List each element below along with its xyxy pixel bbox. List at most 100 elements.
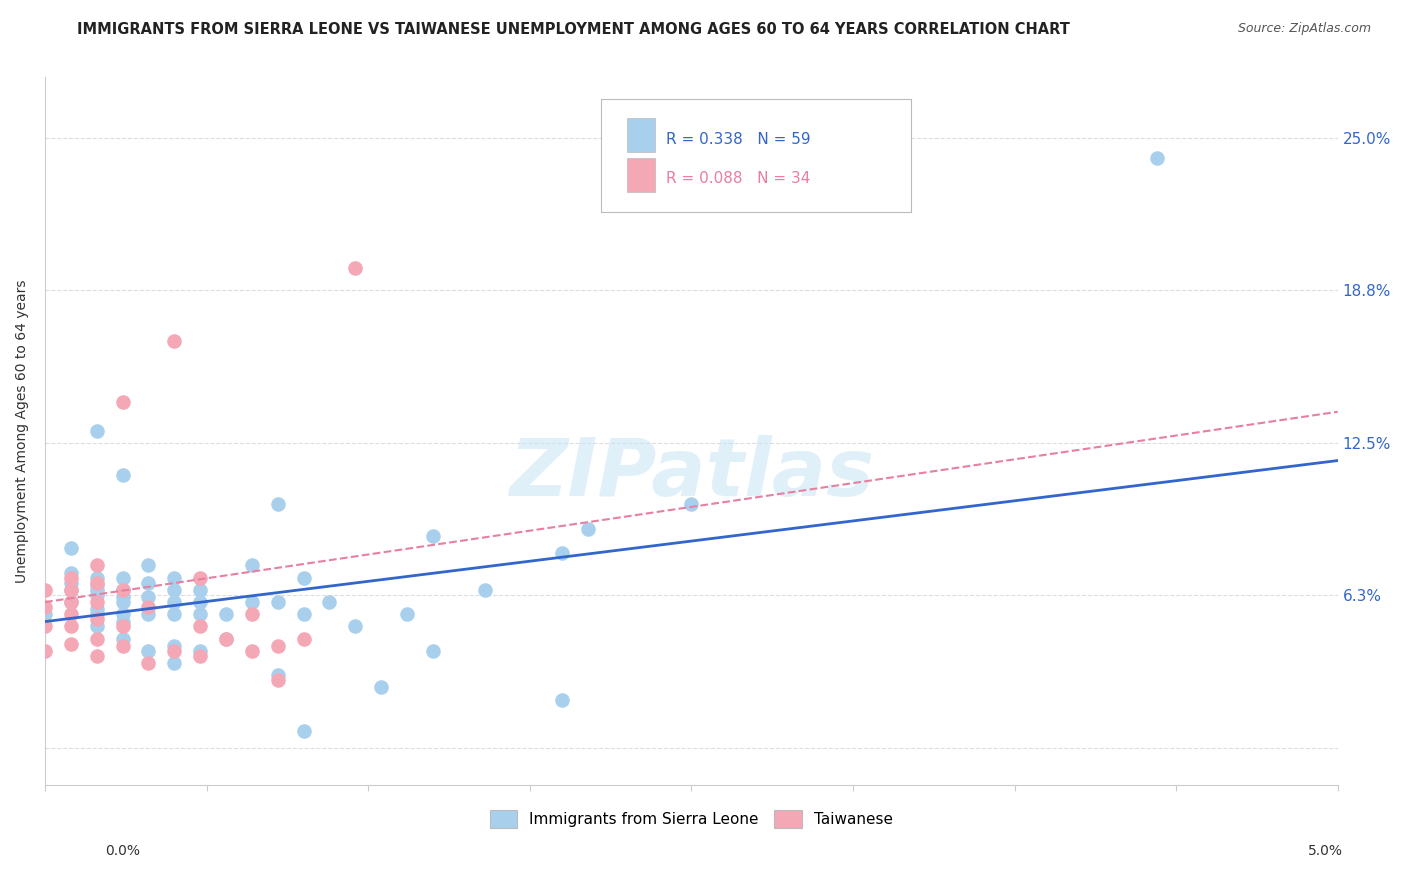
Text: R = 0.088   N = 34: R = 0.088 N = 34 bbox=[665, 171, 810, 186]
Point bbox=[86, 424, 108, 438]
Point bbox=[86, 607, 108, 622]
Point bbox=[59, 582, 82, 597]
Point bbox=[163, 334, 186, 348]
Point bbox=[163, 639, 186, 653]
Point bbox=[86, 648, 108, 663]
Point bbox=[215, 607, 238, 622]
Point bbox=[138, 558, 160, 573]
Y-axis label: Unemployment Among Ages 60 to 64 years: Unemployment Among Ages 60 to 64 years bbox=[15, 279, 30, 583]
Point bbox=[215, 632, 238, 646]
Point bbox=[59, 541, 82, 556]
Point bbox=[266, 498, 288, 512]
Point bbox=[59, 575, 82, 590]
Point bbox=[111, 591, 134, 605]
Point bbox=[344, 260, 367, 275]
Point bbox=[163, 571, 186, 585]
Point bbox=[138, 575, 160, 590]
Point bbox=[266, 595, 288, 609]
Point bbox=[551, 692, 574, 706]
Point bbox=[111, 607, 134, 622]
Point bbox=[138, 599, 160, 614]
Point bbox=[111, 468, 134, 483]
Point bbox=[86, 578, 108, 592]
Point bbox=[59, 607, 82, 622]
Point bbox=[266, 673, 288, 688]
Point bbox=[111, 615, 134, 629]
Point bbox=[240, 644, 263, 658]
Point bbox=[576, 522, 599, 536]
Point bbox=[86, 602, 108, 616]
Point bbox=[86, 595, 108, 609]
Point bbox=[163, 582, 186, 597]
Point bbox=[86, 558, 108, 573]
Point bbox=[59, 595, 82, 609]
Point bbox=[111, 632, 134, 646]
Point bbox=[59, 619, 82, 633]
Point bbox=[266, 668, 288, 682]
Point bbox=[188, 607, 211, 622]
FancyBboxPatch shape bbox=[600, 99, 911, 212]
Point bbox=[188, 619, 211, 633]
Point bbox=[395, 607, 418, 622]
Point bbox=[344, 619, 367, 633]
Point bbox=[240, 595, 263, 609]
Point bbox=[188, 648, 211, 663]
Point bbox=[86, 619, 108, 633]
Point bbox=[86, 632, 108, 646]
Point bbox=[188, 644, 211, 658]
Point bbox=[266, 639, 288, 653]
Point bbox=[138, 607, 160, 622]
Point bbox=[111, 582, 134, 597]
Text: 0.0%: 0.0% bbox=[105, 844, 141, 858]
Point bbox=[292, 632, 315, 646]
Point bbox=[111, 571, 134, 585]
Point bbox=[292, 724, 315, 739]
Point bbox=[59, 582, 82, 597]
Point bbox=[215, 632, 238, 646]
Text: 5.0%: 5.0% bbox=[1308, 844, 1343, 858]
Point bbox=[59, 636, 82, 650]
Text: ZIPatlas: ZIPatlas bbox=[509, 434, 875, 513]
Point bbox=[111, 395, 134, 409]
Point bbox=[240, 558, 263, 573]
Point bbox=[86, 588, 108, 602]
Point bbox=[551, 546, 574, 560]
Point bbox=[59, 571, 82, 585]
Text: Source: ZipAtlas.com: Source: ZipAtlas.com bbox=[1237, 22, 1371, 36]
Point bbox=[138, 591, 160, 605]
Point bbox=[138, 656, 160, 670]
Point bbox=[1146, 151, 1168, 165]
FancyBboxPatch shape bbox=[627, 158, 655, 192]
FancyBboxPatch shape bbox=[627, 119, 655, 153]
Point bbox=[111, 595, 134, 609]
Point bbox=[163, 656, 186, 670]
Point bbox=[681, 498, 703, 512]
Point bbox=[111, 582, 134, 597]
Point bbox=[34, 599, 56, 614]
Point bbox=[111, 639, 134, 653]
Point bbox=[34, 619, 56, 633]
Text: IMMIGRANTS FROM SIERRA LEONE VS TAIWANESE UNEMPLOYMENT AMONG AGES 60 TO 64 YEARS: IMMIGRANTS FROM SIERRA LEONE VS TAIWANES… bbox=[77, 22, 1070, 37]
Point bbox=[34, 644, 56, 658]
Point bbox=[163, 607, 186, 622]
Point bbox=[240, 607, 263, 622]
Point bbox=[111, 619, 134, 633]
Legend: Immigrants from Sierra Leone, Taiwanese: Immigrants from Sierra Leone, Taiwanese bbox=[484, 805, 898, 834]
Point bbox=[292, 571, 315, 585]
Point bbox=[422, 529, 444, 543]
Point bbox=[188, 571, 211, 585]
Point bbox=[188, 595, 211, 609]
Point bbox=[86, 575, 108, 590]
Point bbox=[86, 571, 108, 585]
Point bbox=[292, 607, 315, 622]
Point bbox=[318, 595, 340, 609]
Point bbox=[188, 582, 211, 597]
Point bbox=[370, 681, 392, 695]
Point bbox=[34, 607, 56, 622]
Point bbox=[163, 595, 186, 609]
Point bbox=[34, 582, 56, 597]
Point bbox=[59, 595, 82, 609]
Point bbox=[474, 582, 496, 597]
Point bbox=[422, 644, 444, 658]
Text: R = 0.338   N = 59: R = 0.338 N = 59 bbox=[665, 131, 810, 146]
